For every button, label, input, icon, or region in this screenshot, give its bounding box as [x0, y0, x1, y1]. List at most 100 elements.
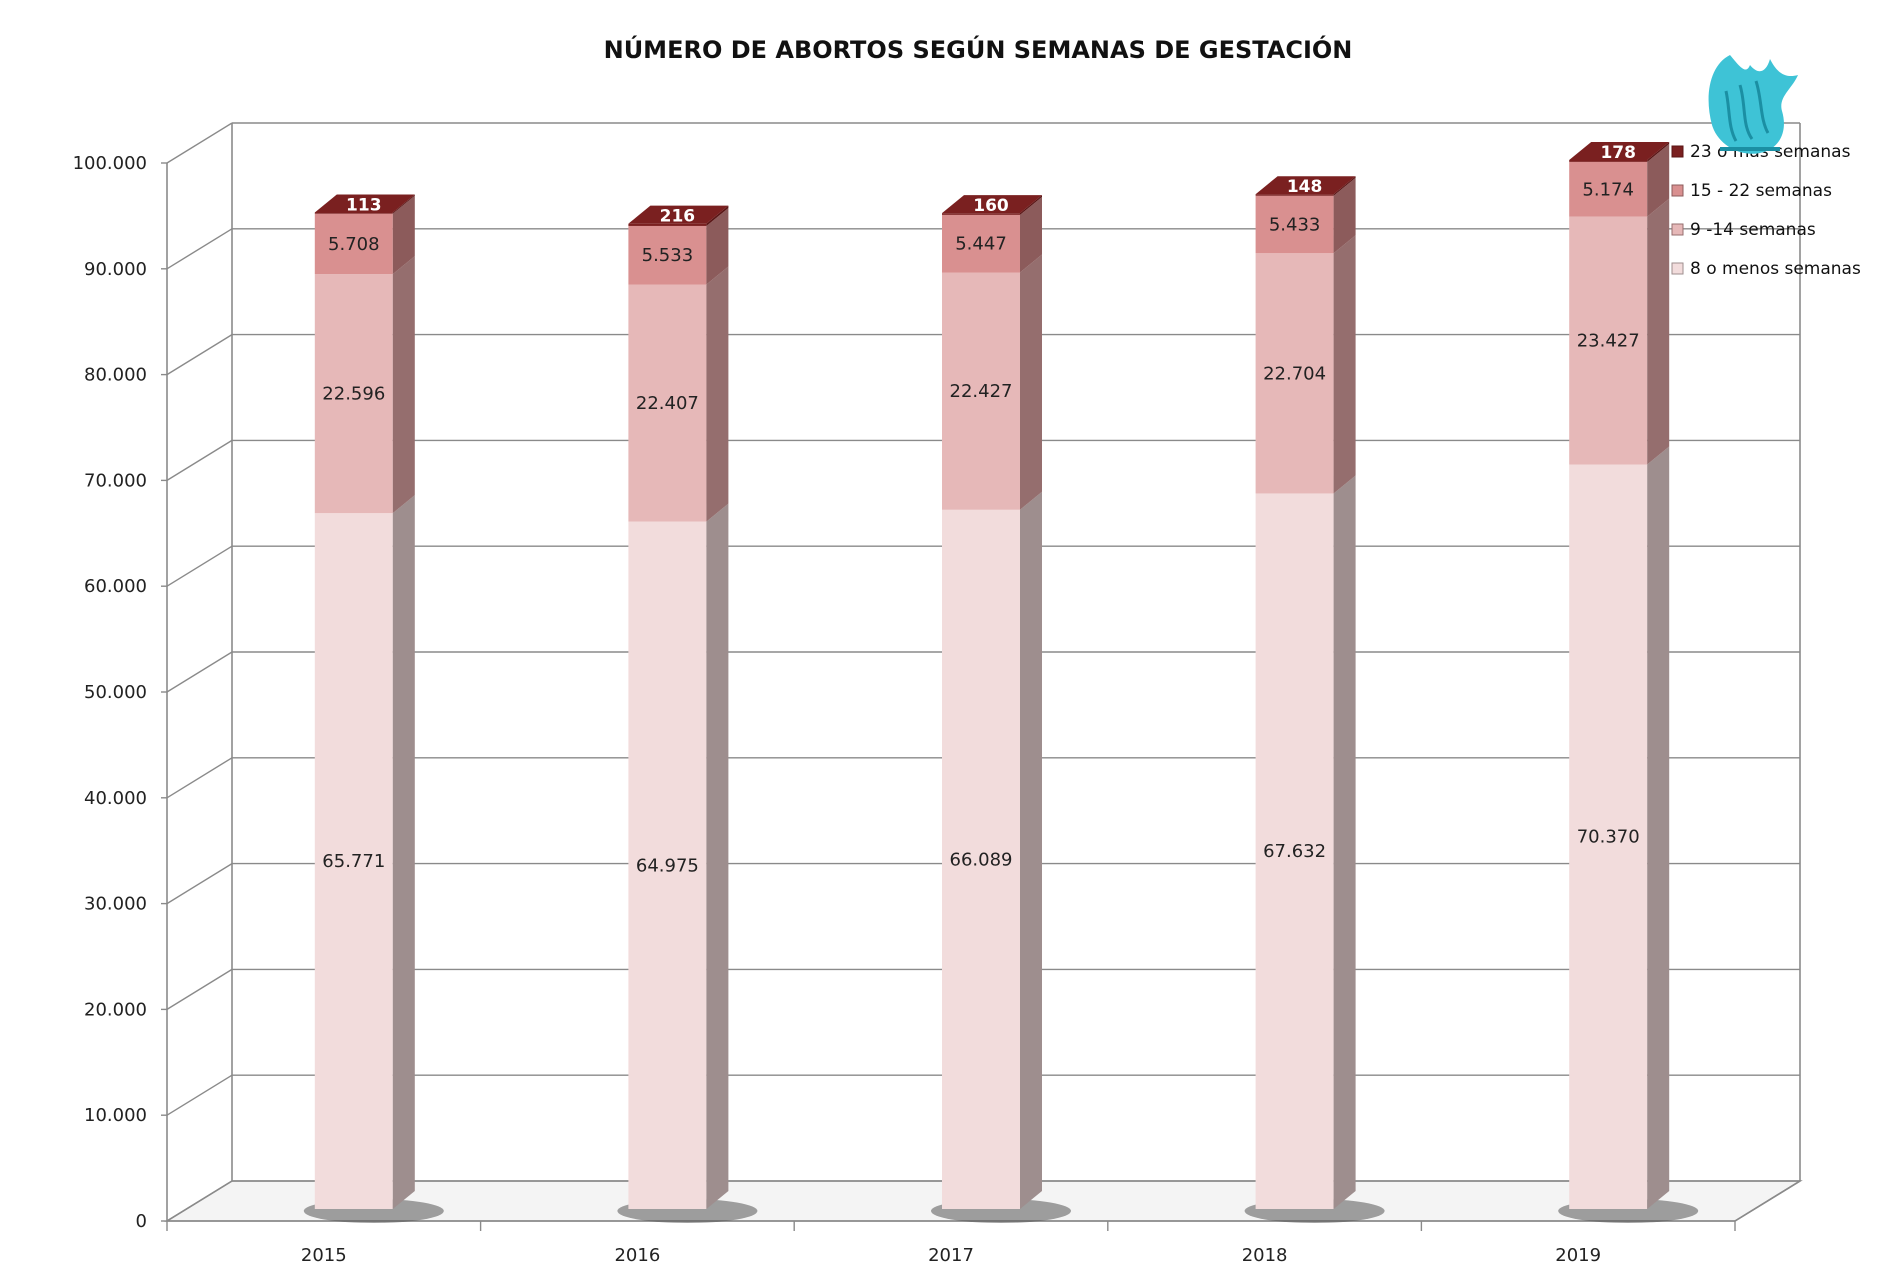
bar-top — [1569, 142, 1670, 161]
bar-segment-side — [1647, 198, 1670, 465]
y-tick-label: 20.000 — [84, 999, 147, 1020]
data-label: 148 — [1287, 177, 1323, 197]
bar-segment-side — [1020, 195, 1042, 215]
data-label: 216 — [660, 207, 696, 227]
gridline-side — [166, 1180, 233, 1222]
gridline-side — [166, 651, 233, 693]
bar-segment — [1569, 160, 1648, 162]
data-label: 22.407 — [636, 393, 699, 414]
bar-segment — [314, 274, 393, 514]
data-labels: 65.771 22.596 5.708 113 64.975 22.407 5.533 216… — [322, 143, 1639, 876]
x-tick-label: 2015 — [301, 1245, 347, 1266]
bar-segment — [628, 521, 707, 1209]
gridline-side — [166, 439, 233, 481]
legend-swatch — [1671, 262, 1684, 275]
bar-segment-side — [392, 495, 415, 1209]
data-label: 5.533 — [642, 245, 694, 266]
bar-segment-side — [1647, 446, 1670, 1209]
data-label: 5.447 — [955, 234, 1007, 255]
data-label: 5.174 — [1582, 179, 1634, 200]
bar-segment — [942, 272, 1020, 510]
x-tick-label: 2018 — [1242, 1245, 1288, 1266]
bar-segment-side — [392, 256, 415, 514]
bar-top — [942, 195, 1042, 214]
y-tick-label: 50.000 — [84, 682, 147, 703]
bar-segment — [1255, 493, 1334, 1209]
x-tick-label: 2017 — [928, 1245, 974, 1266]
data-label: 67.632 — [1263, 841, 1326, 862]
bar-segment-side — [392, 195, 415, 275]
legend-item: 8 o menos semanas — [1690, 259, 1861, 279]
y-tick-label: 10.000 — [84, 1105, 147, 1126]
y-axis-ticks: 0 10.000 20.000 30.000 40.000 50.000 60.000 70.… — [73, 153, 167, 1232]
legend-item: 15 - 22 semanas — [1690, 181, 1832, 201]
y-tick-label: 30.000 — [84, 894, 147, 915]
bar-segment — [628, 225, 707, 285]
bar-segment-side — [706, 205, 729, 226]
bar-segment-side — [1647, 142, 1670, 162]
eagle-logo-icon — [1708, 55, 1798, 154]
bar-segment-side — [1333, 177, 1356, 254]
y-tick-label: 90.000 — [84, 259, 147, 280]
bar-segment — [1569, 161, 1648, 217]
bar-segment-side — [1020, 254, 1042, 510]
y-tick-label: 100.000 — [73, 153, 147, 174]
bar-top — [1255, 176, 1356, 195]
gridline-side — [166, 228, 233, 270]
bar-segment-side — [1647, 143, 1670, 217]
x-tick-label: 2016 — [614, 1245, 660, 1266]
bar-top — [314, 194, 415, 213]
bar-segment — [1255, 195, 1334, 254]
gridline-side — [166, 757, 233, 799]
bar-segment-side — [706, 207, 729, 285]
bar-segment — [1255, 194, 1334, 196]
bar-segment-side — [706, 503, 729, 1209]
bar-top — [628, 205, 729, 224]
floor-right-edge — [1734, 1180, 1801, 1222]
gridline-side — [166, 545, 233, 587]
data-label: 23.427 — [1577, 331, 1640, 352]
data-label: 66.089 — [950, 849, 1013, 870]
data-label: 178 — [1600, 143, 1636, 163]
data-label: 65.771 — [322, 851, 385, 872]
bar-segment-side — [392, 194, 415, 214]
data-label: 160 — [973, 196, 1009, 216]
bar-segment — [942, 214, 1020, 273]
y-tick-label: 60.000 — [84, 576, 147, 597]
bar-segment — [1255, 253, 1334, 494]
data-label: 22.596 — [322, 384, 385, 405]
legend-swatch — [1671, 184, 1684, 197]
data-label: 22.704 — [1263, 363, 1326, 384]
x-tick-label: 2019 — [1555, 1245, 1601, 1266]
bar-segment — [628, 223, 707, 226]
data-label: 5.433 — [1269, 215, 1321, 236]
gridline-side — [166, 1074, 233, 1116]
legend-swatch — [1671, 223, 1684, 236]
bar-segment-side — [1333, 475, 1356, 1209]
bar-segment — [628, 284, 707, 522]
bars — [314, 142, 1670, 1209]
chart-title: NÚMERO DE ABORTOS SEGÚN SEMANAS DE GESTA… — [604, 34, 1353, 64]
gridline-side — [166, 334, 233, 376]
data-label: 5.708 — [328, 234, 380, 255]
bar-segment-side — [1333, 235, 1356, 494]
y-tick-label: 40.000 — [84, 788, 147, 809]
y-tick-label: 70.000 — [84, 470, 147, 491]
data-label: 64.975 — [636, 855, 699, 876]
bar-segment-side — [1020, 491, 1042, 1209]
bar-segment — [314, 513, 393, 1209]
bar-segment — [942, 509, 1020, 1209]
x-axis-ticks: 2015 2016 2017 2018 2019 — [166, 1220, 1736, 1266]
legend-swatch — [1671, 145, 1684, 158]
bar-segment-side — [706, 266, 729, 522]
bar-segment — [314, 212, 393, 214]
bar-segment — [1569, 216, 1648, 465]
gridline-side — [166, 968, 233, 1010]
bar-segment — [314, 213, 393, 275]
data-label: 70.370 — [1577, 827, 1640, 848]
data-label: 22.427 — [950, 381, 1013, 402]
data-label: 113 — [346, 195, 382, 215]
bar-segment-side — [1333, 176, 1356, 196]
